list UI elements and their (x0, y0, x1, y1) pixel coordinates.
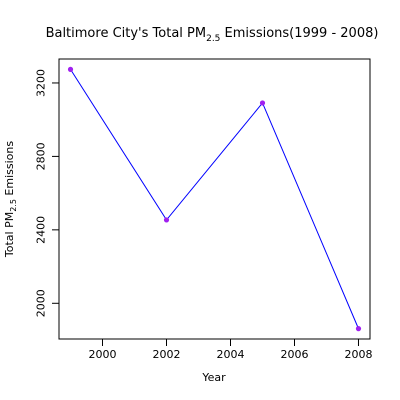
y-tick-label: 2400 (35, 216, 48, 244)
y-axis-label-subscript: 2.5 (9, 199, 18, 212)
x-tick-label: 2006 (280, 348, 308, 361)
data-series (67, 66, 362, 332)
data-point (259, 100, 266, 106)
y-axis: 2000 2400 2800 3200 (35, 69, 60, 317)
y-tick-label: 3200 (35, 69, 48, 97)
x-axis-label: Year (201, 371, 226, 384)
y-axis-label: Total PM2.5 Emissions (3, 141, 18, 258)
series-line (70, 69, 359, 329)
plot-frame (58, 58, 371, 340)
data-point (163, 217, 170, 223)
x-tick-label: 2008 (344, 348, 372, 361)
y-tick-label: 2800 (35, 142, 48, 170)
x-tick-label: 2002 (153, 348, 181, 361)
y-axis-label-prefix: Total PM (3, 212, 16, 258)
y-tick-label: 2000 (35, 289, 48, 317)
chart-title-subscript: 2.5 (206, 34, 220, 44)
data-point (355, 326, 362, 332)
chart-title: Baltimore City's Total PM2.5 Emissions(1… (46, 26, 379, 44)
x-axis: 2000 2002 2004 2006 2008 (89, 338, 372, 361)
x-tick-label: 2000 (89, 348, 117, 361)
x-tick-label: 2004 (216, 348, 244, 361)
y-axis-label-suffix: Emissions (3, 141, 16, 199)
data-point (67, 66, 74, 72)
chart-title-prefix: Baltimore City's Total PM (46, 26, 207, 41)
chart-title-suffix: Emissions(1999 - 2008) (220, 26, 378, 41)
